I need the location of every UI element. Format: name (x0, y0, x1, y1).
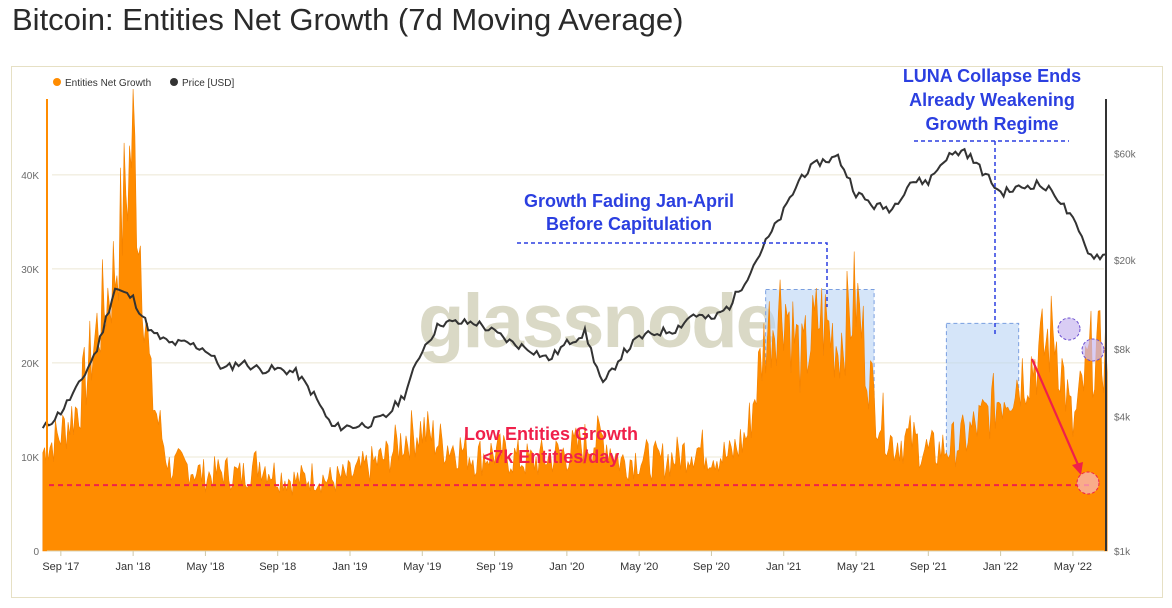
y-left-tick-label: 10K (21, 453, 39, 464)
legend-swatch (170, 78, 178, 86)
legend-swatch (53, 78, 61, 86)
axes: 0 10K 20K 30K 40K $1k $4k $8k $20k $60k Sep '17 Jan… (21, 99, 1137, 573)
y-left-tick-label: 40K (21, 171, 39, 182)
trend-arrow (1030, 358, 1081, 468)
peak-marker (1057, 317, 1081, 341)
x-tick-label: Jan '21 (766, 561, 801, 573)
legend-label: Entities Net Growth (65, 78, 151, 89)
legend-label: Price [USD] (182, 78, 234, 89)
x-tick-label: Sep '19 (476, 561, 513, 573)
y-left-tick-label: 20K (21, 359, 39, 370)
y-right-tick-label: $1k (1114, 547, 1131, 558)
watermark-text: glassnode (418, 279, 776, 364)
annotation-text: <7k Entities/day (483, 447, 620, 467)
legend: Entities Net Growth Price [USD] (53, 78, 234, 89)
price-line (41, 147, 1107, 432)
annotation-text: Already Weakening (909, 90, 1075, 110)
y-right-tick-label: $20k (1114, 256, 1137, 267)
annotation-connector (517, 242, 828, 307)
annotations: Growth Fading Jan-April Before Capitulati… (49, 67, 1105, 495)
low-marker (1076, 471, 1100, 495)
y-left-tick-label: 30K (21, 265, 39, 276)
x-tick-label: Jan '19 (332, 561, 367, 573)
growth-area-group (42, 88, 1108, 552)
x-tick-label: Jan '18 (116, 561, 151, 573)
x-tick-label: Sep '17 (42, 561, 79, 573)
x-tick-label: May '22 (1054, 561, 1092, 573)
price-line-group (41, 147, 1107, 432)
watermark-group: glassnode (418, 279, 778, 364)
annotation-text: Growth Regime (925, 114, 1058, 134)
x-tick-label: May '21 (837, 561, 875, 573)
y-right-tick-label: $4k (1114, 412, 1131, 423)
x-tick-label: May '18 (186, 561, 224, 573)
annotation-text: Growth Fading Jan-April (524, 191, 734, 211)
peak-marker (1081, 338, 1105, 362)
x-tick-label: May '20 (620, 561, 658, 573)
x-tick-label: May '19 (403, 561, 441, 573)
y-right-tick-label: $8k (1114, 345, 1131, 356)
x-tick-label: Sep '18 (259, 561, 296, 573)
page-title: Bitcoin: Entities Net Growth (7d Moving … (12, 2, 684, 37)
trend-arrow-head (1072, 462, 1083, 475)
annotation-text: LUNA Collapse Ends (903, 67, 1081, 86)
y-left-tick-label: 0 (33, 547, 39, 558)
annotation-text: Low Entities Growth (464, 424, 638, 444)
annotation-text: Before Capitulation (546, 214, 712, 234)
chart-svg: glassnode 0 10K 20K 30K 40K $1k $4k $8k $20k $60k… (21, 67, 1137, 573)
y-right-tick-label: $60k (1114, 150, 1137, 161)
x-tick-label: Sep '21 (910, 561, 947, 573)
x-tick-label: Sep '20 (693, 561, 730, 573)
chart-area: glassnode 0 10K 20K 30K 40K $1k $4k $8k $20k $60k… (11, 66, 1163, 598)
x-tick-label: Jan '20 (549, 561, 584, 573)
growth-area (42, 88, 1108, 552)
x-tick-label: Jan '22 (983, 561, 1018, 573)
